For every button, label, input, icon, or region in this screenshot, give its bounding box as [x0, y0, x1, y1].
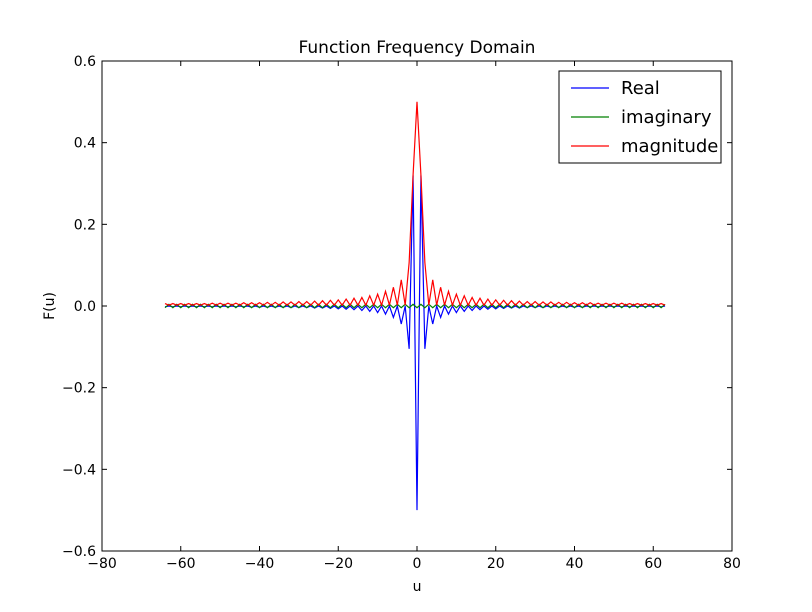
series-line-real: [164, 175, 666, 511]
plot-area: [164, 101, 666, 511]
y-axis-label: F(u): [42, 292, 58, 320]
series-line-magnitude: [164, 101, 666, 308]
x-tick-label: −60: [166, 556, 196, 572]
x-tick-label: 40: [566, 556, 584, 572]
x-tick-label: −20: [323, 556, 353, 572]
x-tick-label: 0: [413, 556, 422, 572]
y-tick-label: −0.2: [62, 381, 96, 397]
y-tick-label: −0.6: [62, 544, 96, 560]
y-tick-label: 0.2: [74, 217, 96, 233]
legend-label: Real: [621, 78, 660, 99]
ticks: −80 −60 −40 −20 0 20 40 60 80 −0.6 −0.4 −0.2 0.0 0.2 0…: [62, 54, 741, 572]
chart-title: Function Frequency Domain: [299, 38, 536, 58]
legend: Real imaginary magnitude: [558, 70, 722, 164]
x-axis-label: u: [413, 579, 422, 595]
y-tick-label: 0.0: [74, 299, 96, 315]
legend-label: magnitude: [621, 136, 718, 157]
x-tick-label: 60: [644, 556, 662, 572]
y-tick-label: 0.6: [74, 54, 96, 70]
x-tick-label: 20: [487, 556, 505, 572]
y-tick-label: 0.4: [74, 136, 96, 152]
legend-label: imaginary: [621, 107, 712, 128]
y-tick-label: −0.4: [62, 462, 96, 478]
x-tick-label: 80: [723, 556, 741, 572]
x-tick-label: −40: [245, 556, 275, 572]
x-tick-label: −80: [87, 556, 117, 572]
